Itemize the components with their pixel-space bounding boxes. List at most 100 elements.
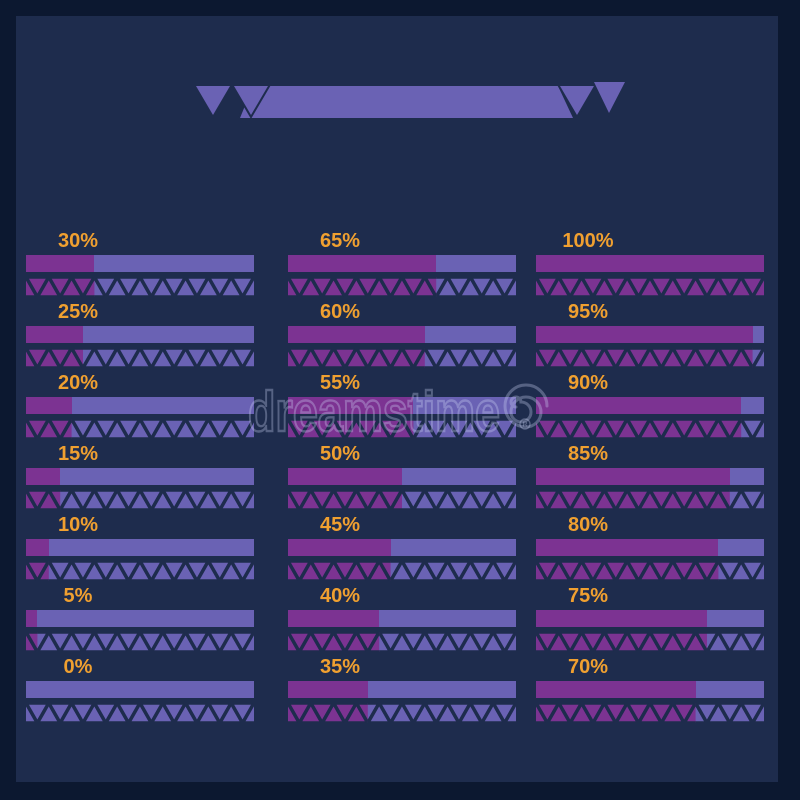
zigzag-strip xyxy=(26,490,254,510)
progress-track xyxy=(288,610,516,627)
zigzag-strip xyxy=(536,632,764,652)
zigzag-triangle-icon xyxy=(240,277,254,297)
progress-fill xyxy=(536,610,707,627)
zigzag-triangle-icon xyxy=(69,348,83,368)
progress-label: 100% xyxy=(562,230,614,252)
progress-track xyxy=(536,681,764,698)
progress-label: 20% xyxy=(57,372,99,394)
progress-fill xyxy=(26,326,83,343)
progress-fill xyxy=(288,539,391,556)
zigzag-triangle-icon xyxy=(240,561,254,581)
progress-grid: 30% 25% 20% 15% 10% 5% 0% xyxy=(0,231,800,731)
zigzag-triangle-icon xyxy=(502,419,516,439)
progress-bar: 85% xyxy=(536,444,764,515)
progress-track xyxy=(536,610,764,627)
progress-fill xyxy=(536,397,742,414)
zigzag-triangle-icon xyxy=(240,632,254,652)
progress-track xyxy=(26,397,254,414)
zigzag-strip xyxy=(26,277,254,297)
zigzag-triangle-icon xyxy=(502,632,516,652)
progress-bar: 35% xyxy=(288,657,516,728)
zigzag-triangle-icon xyxy=(58,419,72,439)
progress-track xyxy=(288,681,516,698)
progress-bar: 30% xyxy=(26,231,254,302)
zigzag-strip xyxy=(536,703,764,723)
progress-bar: 95% xyxy=(536,302,764,373)
progress-label: 70% xyxy=(567,656,609,678)
progress-label: 15% xyxy=(57,443,99,465)
progress-label: 5% xyxy=(63,585,93,607)
progress-fill xyxy=(536,539,719,556)
zigzag-triangle-icon xyxy=(502,561,516,581)
zigzag-triangle-icon xyxy=(682,703,696,723)
zigzag-strip xyxy=(26,561,254,581)
progress-track xyxy=(26,255,254,272)
progress-column: 100% 95% 90% 85% 80% 75% 7 xyxy=(536,231,764,728)
progress-fill xyxy=(288,681,368,698)
zigzag-strip xyxy=(26,703,254,723)
progress-track xyxy=(536,326,764,343)
zigzag-strip xyxy=(288,632,516,652)
zigzag-strip xyxy=(26,348,254,368)
progress-track xyxy=(288,255,516,272)
zigzag-strip xyxy=(536,277,764,297)
zigzag-triangle-icon xyxy=(502,490,516,510)
banner-triangle-icon xyxy=(230,84,272,119)
zigzag-triangle-icon xyxy=(750,277,764,297)
progress-fill xyxy=(536,468,730,485)
progress-bar: 10% xyxy=(26,515,254,586)
zigzag-triangle-icon xyxy=(377,561,391,581)
progress-fill xyxy=(288,397,414,414)
zigzag-triangle-icon xyxy=(693,632,707,652)
zigzag-triangle-icon xyxy=(46,490,61,510)
progress-bar: 60% xyxy=(288,302,516,373)
zigzag-strip xyxy=(536,348,764,368)
progress-track xyxy=(26,610,254,627)
progress-label: 55% xyxy=(319,372,361,394)
progress-bar: 65% xyxy=(288,231,516,302)
zigzag-triangle-icon xyxy=(750,348,764,368)
progress-bar: 0% xyxy=(26,657,254,728)
progress-track xyxy=(536,539,764,556)
progress-fill xyxy=(536,255,764,272)
zigzag-strip xyxy=(288,348,516,368)
progress-label: 60% xyxy=(319,301,361,323)
zigzag-triangle-icon xyxy=(400,419,414,439)
zigzag-strip xyxy=(536,561,764,581)
progress-bar: 55% xyxy=(288,373,516,444)
zigzag-triangle-icon xyxy=(240,419,254,439)
progress-bar: 75% xyxy=(536,586,764,657)
progress-bar: 70% xyxy=(536,657,764,728)
progress-bar: 50% xyxy=(288,444,516,515)
progress-track xyxy=(536,468,764,485)
progress-label: 40% xyxy=(319,585,361,607)
progress-bar: 15% xyxy=(26,444,254,515)
zigzag-triangle-icon xyxy=(750,561,764,581)
zigzag-triangle-icon xyxy=(502,277,516,297)
progress-bar: 90% xyxy=(536,373,764,444)
zigzag-triangle-icon xyxy=(26,632,38,652)
progress-bar: 40% xyxy=(288,586,516,657)
progress-fill xyxy=(26,539,49,556)
zigzag-triangle-icon xyxy=(750,490,764,510)
progress-fill xyxy=(26,255,95,272)
zigzag-triangle-icon xyxy=(716,490,730,510)
zigzag-strip xyxy=(536,490,764,510)
zigzag-triangle-icon xyxy=(750,703,764,723)
progress-column: 65% 60% 55% 50% 45% 40% 35 xyxy=(288,231,516,728)
progress-bar: 20% xyxy=(26,373,254,444)
progress-label: 45% xyxy=(319,514,361,536)
progress-track xyxy=(26,681,254,698)
progress-track xyxy=(26,539,254,556)
zigzag-strip xyxy=(288,419,516,439)
progress-fill xyxy=(288,326,425,343)
zigzag-strip xyxy=(288,703,516,723)
banner-triangle-icon xyxy=(591,82,627,118)
progress-label: 95% xyxy=(567,301,609,323)
progress-label: 30% xyxy=(57,230,99,252)
zigzag-strip xyxy=(26,632,254,652)
zigzag-strip xyxy=(288,277,516,297)
progress-track xyxy=(288,397,516,414)
progress-label: 25% xyxy=(57,301,99,323)
zigzag-triangle-icon xyxy=(240,703,254,723)
